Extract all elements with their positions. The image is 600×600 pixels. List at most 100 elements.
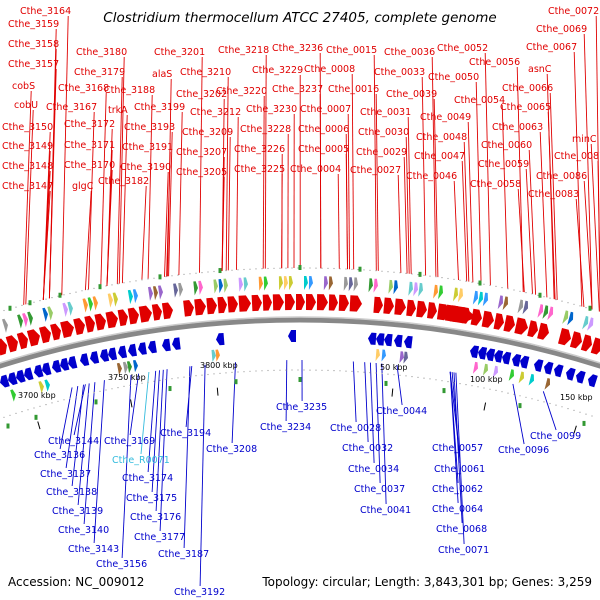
reverse-gene-arrow — [404, 335, 413, 349]
reverse-gene-label: Cthe_3175 — [126, 493, 177, 504]
forward-leader-line — [88, 111, 95, 290]
cog-block — [457, 288, 463, 303]
forward-gene-arrow — [60, 320, 74, 338]
cog-block — [403, 351, 408, 364]
reverse-gene-label: Cthe_3169 — [104, 436, 155, 447]
dot-ring-point — [171, 275, 173, 277]
dot-ring-point — [273, 267, 275, 269]
reverse-gene-arrow — [368, 332, 377, 345]
dot-ring-point — [237, 269, 239, 271]
reverse-leader-line — [83, 382, 96, 525]
dot-ring-point — [333, 267, 335, 270]
reverse-gene-label: Cthe_3137 — [40, 469, 91, 480]
reverse-gene-arrow — [90, 351, 100, 364]
cog-block — [92, 296, 98, 311]
forward-gene-arrow — [444, 304, 476, 324]
dot-ring-point — [141, 382, 143, 384]
reverse-gene-label: Cthe_0044 — [376, 406, 427, 417]
reverse-gene-arrow — [68, 356, 78, 369]
dot-ring-point — [423, 274, 425, 276]
reverse-gene-label: Cthe_0068 — [436, 524, 487, 535]
dot-ring-point — [387, 373, 389, 375]
dot-ring-point — [285, 369, 287, 371]
forward-leader-line — [23, 90, 32, 305]
dot-ring-point — [123, 282, 125, 284]
cog-block — [353, 277, 358, 292]
cog-block — [87, 297, 93, 312]
dot-ring-point — [195, 272, 197, 274]
dot-ring-point — [63, 294, 65, 296]
forward-gene-label: Cthe_3188 — [104, 85, 155, 96]
forward-leader-line — [351, 73, 355, 270]
cog-block — [243, 277, 248, 292]
dot-ring-point — [87, 289, 89, 291]
kbp-tick-label: 100 kbp — [470, 375, 503, 384]
forward-gene-label: Cthe_0058 — [470, 179, 521, 190]
dot-ring-point — [357, 269, 359, 271]
cog-block — [158, 285, 163, 300]
dot-ring-point — [75, 291, 77, 293]
forward-leader-line — [403, 156, 408, 274]
cog-block — [482, 363, 488, 376]
dot-ring-point — [423, 377, 425, 379]
forward-gene-label: Cthe_0059 — [478, 159, 529, 170]
dot-ring-point — [459, 383, 461, 385]
cog-block — [453, 287, 458, 302]
dot-ring-point — [129, 384, 131, 386]
forward-leader-line — [319, 93, 322, 269]
forward-gene-label: Cthe_0069 — [536, 24, 587, 35]
forward-gene-arrow — [527, 320, 538, 338]
cog-block — [518, 371, 524, 384]
forward-leader-line — [178, 111, 183, 276]
forward-gene-arrow — [26, 329, 40, 347]
cog-block — [258, 276, 263, 291]
dot-ring-point — [129, 281, 131, 283]
forward-gene-arrow — [183, 300, 194, 317]
dot-ring-point — [381, 372, 383, 375]
cog-block — [388, 279, 393, 294]
rna-marker — [384, 380, 388, 386]
cog-block — [508, 369, 514, 381]
forward-gene-label: Cthe_0065 — [500, 102, 551, 113]
dot-ring-point — [111, 284, 113, 286]
forward-gene-label: alaS — [152, 69, 172, 80]
rna-marker-track — [3, 265, 593, 429]
forward-gene-label: Cthe_3180 — [76, 47, 127, 58]
forward-gene-label: asnC — [528, 64, 552, 75]
forward-gene-label: Cthe_3157 — [8, 59, 59, 70]
dot-ring-point — [81, 394, 83, 396]
reverse-gene-label: Cthe_3194 — [160, 428, 211, 439]
forward-leader-line — [221, 176, 225, 271]
forward-gene-label: Cthe_3220 — [216, 86, 267, 97]
forward-gene-label: Cthe_3199 — [134, 102, 185, 113]
forward-gene-label: glgC — [72, 181, 94, 192]
dot-ring-point — [321, 369, 323, 371]
reverse-leader-line — [140, 371, 150, 455]
dot-ring-point — [585, 307, 587, 309]
dot-ring-point — [477, 282, 479, 284]
dot-ring-point — [183, 376, 185, 378]
rna-marker — [58, 292, 62, 298]
forward-leader-line — [517, 188, 525, 293]
forward-gene-arrow — [262, 294, 272, 311]
reverse-leader-line — [129, 373, 140, 436]
forward-leader-line — [147, 94, 153, 280]
reverse-gene-label: Cthe_3139 — [52, 506, 103, 517]
dot-ring-point — [237, 371, 239, 373]
forward-leader-line — [141, 185, 147, 280]
forward-gene-arrow — [50, 323, 61, 341]
forward-leader-line — [575, 198, 585, 308]
dot-ring-point — [339, 268, 341, 270]
cog-block — [375, 349, 380, 361]
dot-ring-point — [267, 369, 269, 372]
forward-leader-line — [501, 104, 509, 289]
forward-gene-label: Cthe_3167 — [46, 102, 97, 113]
dot-ring-point — [561, 406, 563, 408]
reverse-gene-label: Cthe_3192 — [174, 587, 225, 598]
forward-gene-label: Cthe_3159 — [8, 19, 59, 30]
dot-ring-point — [429, 378, 431, 380]
forward-gene-arrow — [105, 311, 118, 329]
forward-gene-label: Cthe_3228 — [240, 124, 291, 135]
dot-ring-point — [363, 269, 365, 271]
forward-gene-arrow — [470, 308, 482, 326]
